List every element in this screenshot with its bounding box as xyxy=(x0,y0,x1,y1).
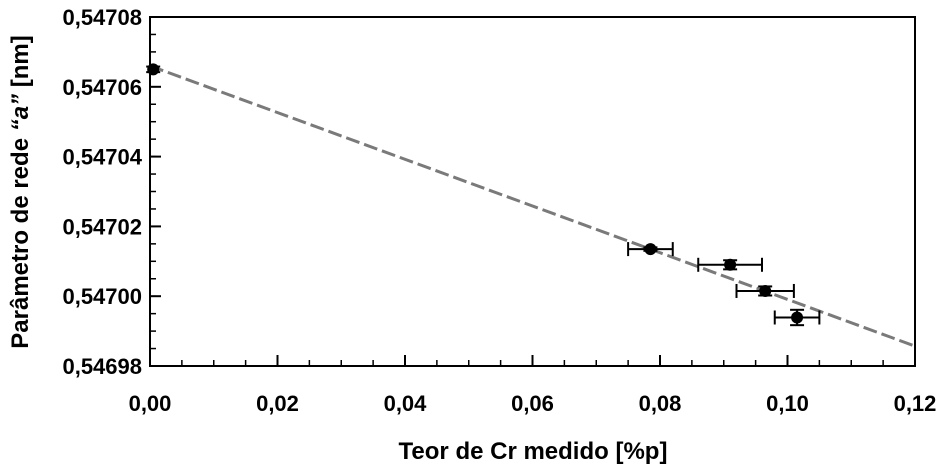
x-tick-label: 0,12 xyxy=(894,391,937,416)
data-point-group xyxy=(735,283,795,298)
x-tick-label: 0,06 xyxy=(511,391,554,416)
data-point xyxy=(147,63,160,76)
x-tick-label: 0,10 xyxy=(766,391,809,416)
x-axis-title: Teor de Cr medido [%p] xyxy=(399,438,668,465)
y-axis-title: Parâmetro de rede “a” [nm] xyxy=(7,35,34,348)
y-tick-label: 0,54700 xyxy=(62,284,142,309)
data-point-group xyxy=(627,242,674,257)
data-point xyxy=(759,284,772,297)
y-axis-title-part: [nm] xyxy=(7,35,34,94)
y-tick-label: 0,54708 xyxy=(62,5,142,30)
y-tick-labels: 0,54698 0,54700 0,54702 0,54704 0,54706 0,547… xyxy=(62,5,142,379)
regression-line xyxy=(149,64,916,348)
data-point-group xyxy=(697,257,763,272)
y-tick-label: 0,54702 xyxy=(62,214,142,239)
data-point xyxy=(791,311,804,324)
y-axis-title-part: “a” xyxy=(7,94,34,131)
x-tick-label: 0,02 xyxy=(256,391,299,416)
major-ticks xyxy=(149,16,916,367)
data-point-group xyxy=(773,308,821,327)
x-tick-labels: 0,00 0,02 0,04 0,06 0,08 0,10 0,12 xyxy=(129,391,937,416)
y-tick-label: 0,54704 xyxy=(62,145,142,170)
data-point xyxy=(724,258,737,271)
x-tick-label: 0,08 xyxy=(639,391,682,416)
y-tick-label: 0,54706 xyxy=(62,75,142,100)
data-points xyxy=(146,63,821,327)
data-point xyxy=(644,243,657,256)
data-point-group xyxy=(146,63,161,76)
x-tick-label: 0,04 xyxy=(384,391,428,416)
y-tick-label: 0,54698 xyxy=(62,354,142,379)
x-tick-label: 0,00 xyxy=(129,391,172,416)
y-axis-title-part: Parâmetro de rede xyxy=(7,131,34,348)
